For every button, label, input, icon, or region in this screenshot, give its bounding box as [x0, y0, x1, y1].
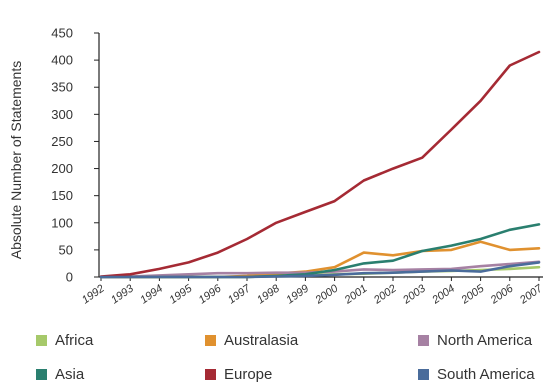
- y-tick-label: 0: [66, 270, 73, 285]
- x-tick-label: 2000: [313, 282, 341, 307]
- x-tick-label: 1996: [197, 282, 225, 306]
- x-tick-label: 1995: [167, 282, 195, 306]
- x-tick-label: 2005: [459, 282, 487, 307]
- y-tick-label: 100: [51, 215, 73, 230]
- y-tick-label: 350: [51, 80, 73, 95]
- y-tick-label: 450: [51, 26, 73, 41]
- x-tick-label: 1997: [226, 282, 254, 306]
- legend-swatch: [36, 369, 47, 380]
- legend-label: Asia: [55, 366, 85, 383]
- x-tick-label: 2002: [371, 283, 399, 307]
- legend-item-north-america: North America: [418, 332, 532, 349]
- legend-label: Africa: [55, 332, 94, 349]
- legend-label: North America: [437, 332, 533, 349]
- x-tick-label: 2001: [342, 283, 370, 307]
- legend-label: Australasia: [224, 332, 299, 349]
- legend-label: Europe: [224, 366, 273, 383]
- series-line-south-america: [99, 261, 541, 279]
- x-tick-label: 2003: [400, 282, 428, 307]
- x-tick-label: 1998: [255, 282, 283, 306]
- y-tick-label: 150: [51, 188, 73, 203]
- legend-item-australasia: Australasia: [205, 332, 298, 349]
- y-tick-label: 250: [51, 134, 73, 149]
- x-tick-label: 2007: [517, 282, 545, 307]
- legend-item-south-america: South America: [418, 366, 535, 383]
- legend-item-asia: Asia: [36, 366, 84, 383]
- y-tick-label: 300: [51, 107, 73, 122]
- y-tick-label: 400: [51, 53, 73, 68]
- x-tick-label: 1994: [138, 283, 165, 307]
- lines-layer: [99, 50, 541, 279]
- legend-swatch: [205, 335, 216, 346]
- legend-label: South America: [437, 366, 535, 383]
- legend-item-africa: Africa: [36, 332, 93, 349]
- x-tick-label: 2006: [488, 282, 516, 307]
- y-tick-label: 50: [59, 242, 73, 257]
- x-tick-label: 1992: [80, 283, 107, 307]
- y-axis-title: Absolute Number of Statements: [8, 61, 24, 259]
- legend: Africa Australasia North America Asia Europe…: [0, 332, 547, 387]
- legend-swatch: [418, 369, 429, 380]
- legend-swatch: [418, 335, 429, 346]
- x-tick-label: 2004: [429, 283, 457, 307]
- legend-item-europe: Europe: [205, 366, 272, 383]
- legend-swatch: [205, 369, 216, 380]
- x-tick-label: 1999: [284, 283, 311, 307]
- legend-swatch: [36, 335, 47, 346]
- y-tick-label: 200: [51, 161, 73, 176]
- x-tick-label: 1993: [109, 282, 137, 306]
- series-line-europe: [99, 50, 541, 278]
